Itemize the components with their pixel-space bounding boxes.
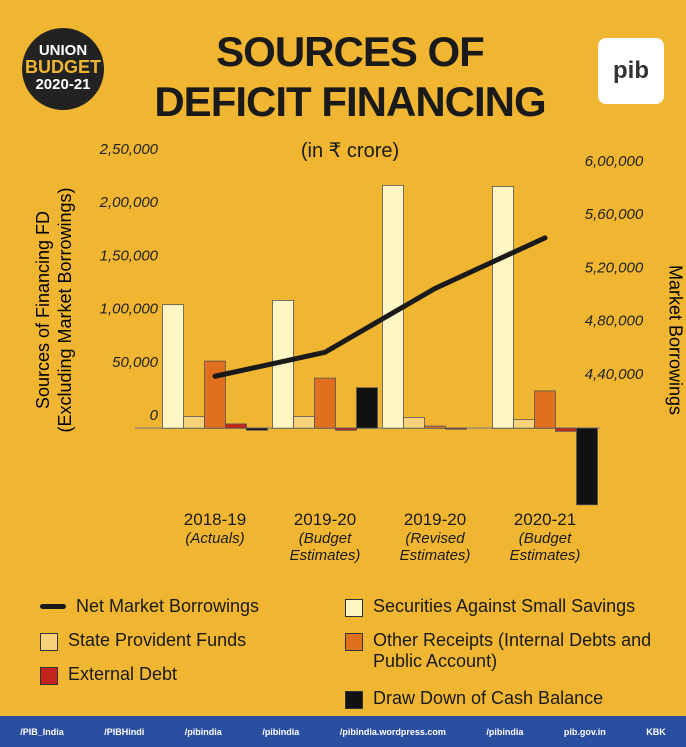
bar xyxy=(356,387,378,429)
y-tick-label: 2,00,000 xyxy=(99,194,159,211)
legend-swatch xyxy=(345,691,363,709)
badge-text: BUDGET xyxy=(25,57,101,77)
legend-label: Securities Against Small Savings xyxy=(373,596,636,616)
y-tick-label: 50,000 xyxy=(112,354,159,371)
legend-item: Net Market Borrowings xyxy=(40,596,330,617)
footer-handle: /PIBHindi xyxy=(104,726,145,737)
legend-swatch xyxy=(40,633,58,651)
footer-handle: /PIB_India xyxy=(20,726,64,737)
y-tick-label: 0 xyxy=(150,407,159,424)
bar xyxy=(162,304,184,429)
bar xyxy=(225,423,247,429)
y-axis-label: (Excluding Market Borrowings) xyxy=(55,187,75,432)
bar xyxy=(555,427,577,432)
chart-title: DEFICIT FINANCING xyxy=(154,78,546,125)
footer-handle: /pibindia xyxy=(262,726,300,737)
bar xyxy=(576,427,598,506)
legend-item: External Debt xyxy=(40,664,330,685)
y-tick-label: 1,50,000 xyxy=(100,247,159,264)
line xyxy=(212,235,548,379)
pib-logo: pib xyxy=(598,38,664,104)
footer-handle: /pibindia xyxy=(184,726,222,737)
budget-badge: UNION BUDGET 2020-21 xyxy=(22,28,104,110)
y-tick-label: 1,00,000 xyxy=(100,301,159,318)
bar xyxy=(204,360,226,429)
y2-tick-label: 5,20,000 xyxy=(585,259,644,276)
legend-label: External Debt xyxy=(68,664,178,684)
bar xyxy=(293,416,315,429)
bar xyxy=(403,417,425,429)
legend-swatch xyxy=(40,667,58,685)
chart-title: SOURCES OF xyxy=(216,28,485,75)
x-tick-label: 2020-21 (Budget Estimates) xyxy=(490,510,600,564)
legend-label: State Provident Funds xyxy=(68,630,247,650)
x-tick-label: 2018-19 (Actuals) xyxy=(160,510,270,547)
legend-swatch xyxy=(345,599,363,617)
legend-label: Net Market Borrowings xyxy=(76,596,260,616)
category-note: (Revised Estimates) xyxy=(399,530,471,564)
bar xyxy=(424,425,446,429)
footer-handle: KBK xyxy=(646,726,666,737)
bar xyxy=(314,377,336,429)
bar xyxy=(183,416,205,429)
category: 2018-19 xyxy=(183,510,247,529)
legend-item: State Provident Funds xyxy=(40,630,330,651)
y2-tick-label: 4,40,000 xyxy=(585,366,644,383)
y2-tick-label: 5,60,000 xyxy=(585,206,644,223)
legend-item: Securities Against Small Savings xyxy=(345,596,675,617)
y-tick-label: 2,50,000 xyxy=(99,141,159,158)
y2-axis-label: Market Borrowings xyxy=(665,265,685,415)
bar xyxy=(534,390,556,429)
bar xyxy=(513,419,535,429)
footer-handle: /pibindia xyxy=(486,726,524,737)
legend-item: Draw Down of Cash Balance xyxy=(345,688,675,709)
bar xyxy=(445,427,467,430)
category: 2019-20 xyxy=(403,510,467,529)
legend-swatch xyxy=(345,633,363,651)
legend-label: Other Receipts (Internal Debts and Publi… xyxy=(373,630,652,671)
y2-tick-label: 4,80,000 xyxy=(585,313,644,330)
legend-swatch xyxy=(40,604,66,609)
footer-handle: /pibindia.wordpress.com xyxy=(339,726,446,737)
x-tick-label: 2019-20 (Revised Estimates) xyxy=(380,510,490,564)
category: 2020-21 xyxy=(513,510,577,529)
footer-handle: pib.gov.in xyxy=(563,726,606,737)
category-note: (Budget Estimates) xyxy=(289,530,361,564)
footer: /PIB_India/PIBHindi/pibindia/pibindia/pi… xyxy=(0,716,686,747)
bar xyxy=(335,427,357,431)
legend-label: Draw Down of Cash Balance xyxy=(373,688,604,708)
chart-subtitle: (in ₹ crore) xyxy=(300,140,400,162)
legend-item: Other Receipts (Internal Debts and Publi… xyxy=(345,630,675,672)
bar xyxy=(492,186,514,429)
category-note: (Budget Estimates) xyxy=(509,530,581,564)
badge-text: UNION xyxy=(38,42,88,59)
badge-text: 2020-21 xyxy=(35,76,91,93)
category-note: (Actuals) xyxy=(185,530,245,547)
category: 2019-20 xyxy=(293,510,357,529)
y-axis-label: Sources of Financing FD xyxy=(33,211,53,409)
bar xyxy=(246,427,268,431)
y2-tick-label: 6,00,000 xyxy=(585,153,644,170)
x-tick-label: 2019-20 (Budget Estimates) xyxy=(270,510,380,564)
